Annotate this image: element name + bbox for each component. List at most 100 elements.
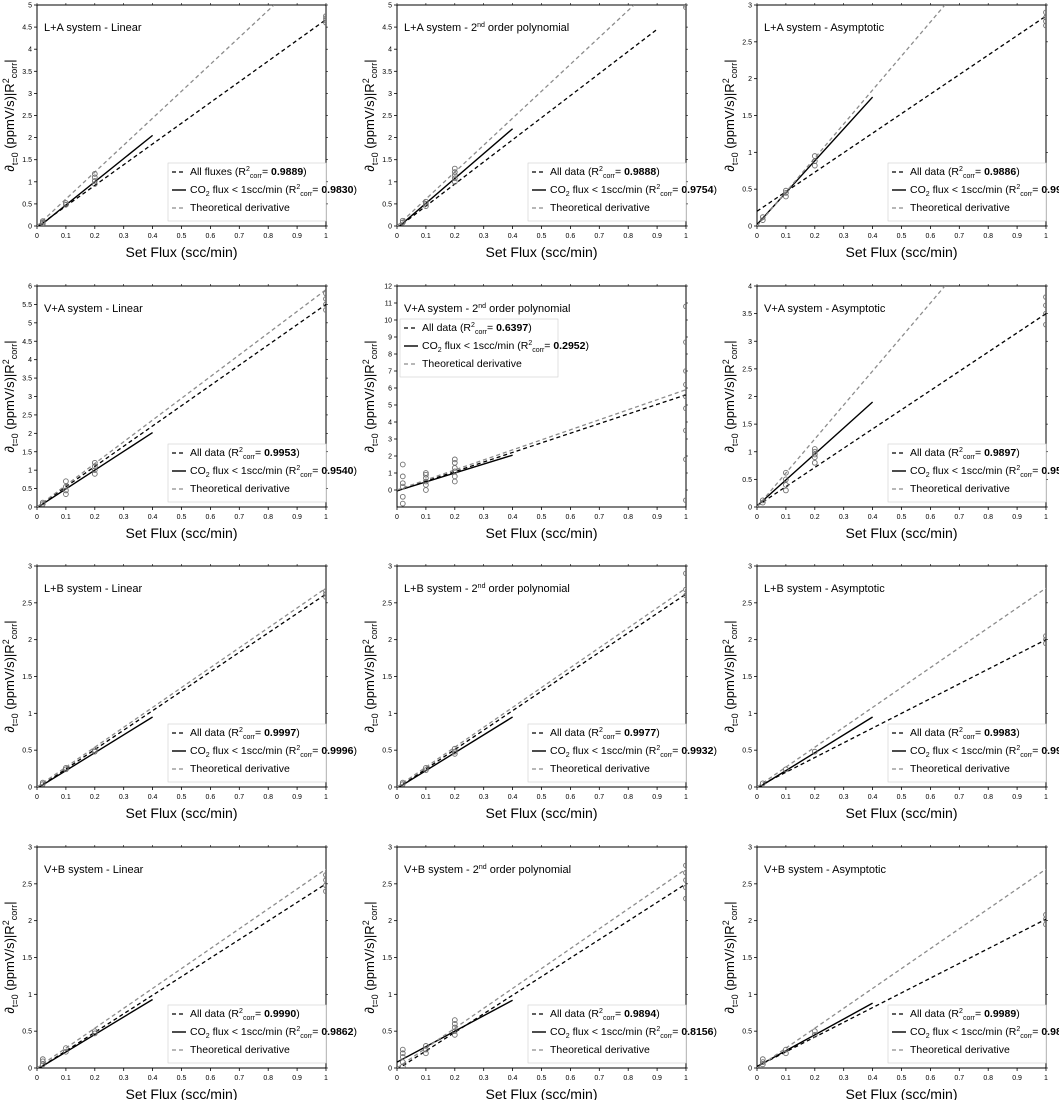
data-point: [423, 482, 429, 488]
legend-box: [527, 162, 687, 222]
legend-flux: flux < 1scc/min (R: [930, 184, 1017, 196]
y-tick-label: 5: [28, 320, 32, 327]
panel-title-rest: order polynomial: [485, 583, 569, 595]
x-tick-label: 0.4: [148, 233, 158, 240]
data-point: [783, 1050, 789, 1057]
y-tick-label: 0: [28, 785, 32, 792]
data-point: [423, 1046, 429, 1053]
legend-co: CO: [910, 745, 926, 757]
y-label-unit: (ppmV/s)|R: [722, 83, 737, 152]
data-point: [323, 301, 326, 308]
legend-entry: All data (R2corr= 0.9989): [910, 1008, 1020, 1022]
legend-name: Theoretical derivative: [910, 483, 1010, 495]
data-point: [1043, 911, 1046, 918]
series-line-dashed-gray: [397, 587, 686, 787]
data-point: [423, 478, 429, 485]
data-point: [1043, 18, 1046, 25]
y-tick-label: 0: [28, 1066, 32, 1073]
data-point: [451, 175, 458, 182]
panel-10: 0 0.1 0.2 0.3 0.4 0.5 0.6 0.7 0.8 0.9 1 0 0.5 1 1.5 2 2.…: [1, 845, 357, 1100]
legend-co: CO: [190, 745, 206, 757]
legend-entry: Theoretical derivative: [910, 202, 1010, 214]
series-group: [397, 570, 686, 787]
legend-name: All data (R: [550, 727, 599, 739]
data-point: [423, 471, 429, 478]
legend-entry: CO2 flux < 1scc/min (R2corr= 0.9830): [190, 184, 357, 198]
legend-sup2: 2: [1016, 184, 1020, 191]
legend-r2: 0.9989: [984, 1008, 1016, 1020]
legend-box: [167, 1004, 327, 1064]
data-point: [451, 468, 458, 475]
panel-title-main: V+A system - Asymptotic: [764, 303, 886, 315]
x-tick-label: 0.7: [954, 514, 964, 521]
y-tick-label: 0: [388, 488, 392, 495]
legend-flux: flux < 1scc/min (R: [570, 745, 657, 757]
y-label-sup: 2: [721, 920, 731, 925]
legend-close: ): [1016, 727, 1020, 739]
y-tick-label: 2.5: [742, 366, 752, 373]
y-label-close: |: [722, 620, 737, 623]
y-axis-label: ∂t=0 (ppmV/s)|R2corr|: [361, 901, 380, 1013]
legend-entry: All data (R2corr= 0.9894): [550, 1008, 660, 1022]
x-tick-label: 0.6: [926, 794, 936, 801]
x-tick-label: 0: [35, 514, 39, 521]
data-point: [323, 888, 326, 895]
legend-close: ): [303, 166, 307, 178]
x-tick-label: 0.4: [868, 514, 878, 521]
legend-entry: Theoretical derivative: [910, 763, 1010, 775]
legend-eq: =: [975, 727, 984, 739]
x-tick-label: 1: [1044, 514, 1048, 521]
panel-1: 0 0.1 0.2 0.3 0.4 0.5 0.6 0.7 0.8 0.9 1 0 0.5 1 1.5 2 2.…: [1, 3, 357, 261]
x-tick-label: 0.2: [90, 1075, 100, 1082]
y-tick-label: 3.5: [22, 376, 32, 383]
legend-entry: Theoretical derivative: [190, 1044, 290, 1056]
y-tick-label: 4: [388, 47, 392, 54]
data-point: [811, 1028, 818, 1035]
data-point: [1043, 636, 1046, 643]
legend-r2: 0.9540: [1041, 465, 1059, 477]
x-tick-label: 0: [395, 233, 399, 240]
y-label-sub: t=0: [10, 994, 20, 1007]
y-tick-label: 0.5: [22, 201, 32, 208]
data-point: [399, 483, 406, 490]
panel-4: 0 0.1 0.2 0.3 0.4 0.5 0.6 0.7 0.8 0.9 1 0 0.5 1 1.5 2 2.…: [1, 284, 357, 542]
legend-eq: =: [312, 184, 321, 196]
legend-sup2: 2: [239, 1008, 243, 1015]
y-tick-label: 0.5: [22, 1029, 32, 1036]
data-point: [91, 174, 98, 181]
y-tick-label: 2: [388, 135, 392, 142]
data-point: [423, 198, 429, 205]
legend-r2: 0.8156: [681, 1026, 713, 1038]
data-point: [423, 1050, 429, 1057]
legend-close: ): [296, 727, 300, 739]
legend-flux: flux < 1scc/min (R: [210, 184, 297, 196]
y-tick-label: 3: [748, 339, 752, 346]
x-tick-label: 1: [1044, 233, 1048, 240]
y-tick-label: 0: [748, 224, 752, 231]
data-point: [783, 476, 789, 483]
x-tick-label: 0.6: [926, 233, 936, 240]
legend-corr: corr: [963, 1015, 976, 1022]
panel-title-main: L+A system - Asymptotic: [764, 22, 885, 34]
legend-corr: corr: [963, 454, 976, 461]
x-tick-label: 0.2: [90, 514, 100, 521]
legend-entry: Theoretical derivative: [190, 483, 290, 495]
legend: All data (R2corr= 0.9989)CO2 flux < 1scc…: [887, 1004, 1059, 1064]
series-group: [397, 862, 686, 1068]
series-line-dashed-gray: [757, 868, 1046, 1068]
x-tick-label: 1: [324, 794, 328, 801]
x-tick-label: 0.5: [537, 794, 547, 801]
legend-name: All data (R: [190, 447, 239, 459]
x-tick-label: 0.6: [566, 794, 576, 801]
x-tick-label: 0.9: [1012, 1075, 1022, 1082]
panel-title-main: L+A system - 2: [404, 22, 477, 34]
legend-flux: flux < 1scc/min (R: [930, 1026, 1017, 1038]
x-tick-label: 0.6: [206, 514, 216, 521]
legend-entry: All data (R2corr= 0.9990): [190, 1008, 300, 1022]
panel-title: L+A system - 2nd order polynomial: [404, 22, 569, 34]
panel-7: 0 0.1 0.2 0.3 0.4 0.5 0.6 0.7 0.8 0.9 1 0 0.5 1 1.5 2 2.…: [1, 564, 357, 822]
legend-name: Theoretical derivative: [190, 202, 290, 214]
x-axis-label: Set Flux (scc/min): [485, 805, 597, 821]
legend-sup2: 2: [599, 1008, 603, 1015]
x-tick-label: 0.2: [810, 794, 820, 801]
